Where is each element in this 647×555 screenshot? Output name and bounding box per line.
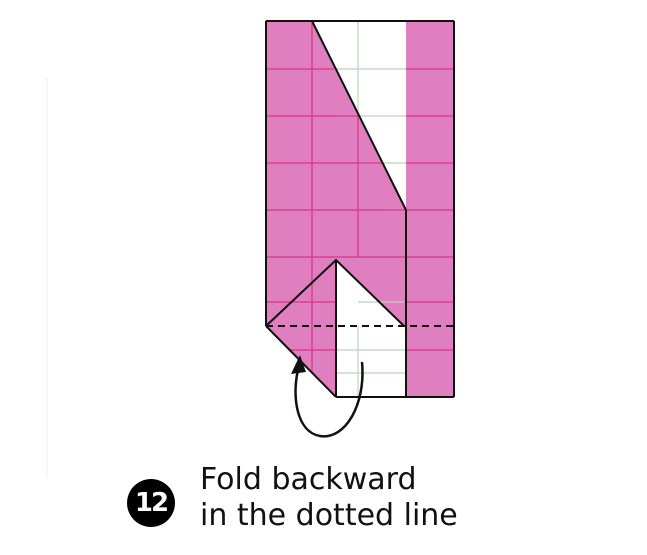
instruction-caption: Fold backward in the dotted line bbox=[200, 462, 458, 534]
paper-outlines bbox=[265, 20, 455, 398]
instruction-line-2: in the dotted line bbox=[200, 498, 458, 533]
step-number-badge: 12 bbox=[127, 479, 175, 527]
grid-pink bbox=[266, 21, 454, 372]
white-lower-panel bbox=[336, 326, 406, 397]
arrow-head-icon bbox=[291, 355, 306, 374]
fold-backward-arrow bbox=[294, 361, 364, 438]
instruction-line-1: Fold backward bbox=[200, 462, 417, 497]
pink-right-column bbox=[406, 21, 454, 397]
